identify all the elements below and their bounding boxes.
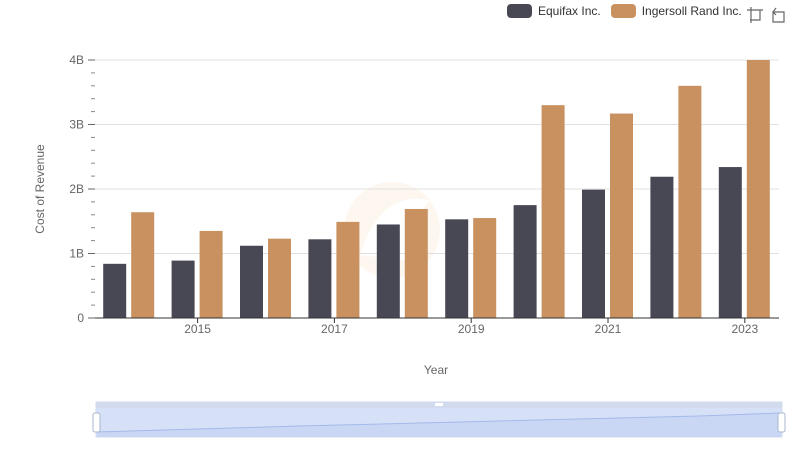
- bar-ingersoll-rand-2023[interactable]: [746, 60, 770, 318]
- x-tick-label: 2021: [595, 322, 622, 336]
- bar-ingersoll-rand-2020[interactable]: [541, 105, 565, 319]
- bar-ingersoll-rand-2015[interactable]: [199, 230, 223, 318]
- bar-equifax-2022[interactable]: [650, 176, 674, 318]
- legend-swatch-ingersoll-rand: [610, 4, 636, 18]
- bar-ingersoll-rand-2017[interactable]: [336, 221, 360, 318]
- y-tick-label: 3B: [69, 118, 84, 132]
- bar-equifax-2019[interactable]: [445, 219, 469, 318]
- data-zoom-slider[interactable]: [92, 401, 786, 438]
- x-tick-label: 2019: [458, 322, 485, 336]
- x-tick-label: 2023: [731, 322, 758, 336]
- legend-item-ingersoll-rand[interactable]: Ingersoll Rand Inc.: [610, 4, 742, 18]
- bar-ingersoll-rand-2014[interactable]: [131, 212, 155, 318]
- data-zoom-handle-left[interactable]: [92, 412, 101, 433]
- data-zoom-handle-right[interactable]: [777, 412, 786, 433]
- bar-equifax-2015[interactable]: [171, 260, 195, 318]
- data-zoom-shadow-line: [96, 412, 782, 433]
- y-tick-label: 4B: [69, 53, 84, 67]
- bar-ingersoll-rand-2021[interactable]: [610, 113, 633, 318]
- x-tick-label: 2015: [184, 322, 211, 336]
- bar-ingersoll-rand-2016[interactable]: [268, 238, 291, 318]
- data-zoom-shadow-area: [97, 413, 781, 437]
- legend-label-ingersoll-rand: Ingersoll Rand Inc.: [641, 4, 742, 18]
- y-tick-label: 2B: [69, 182, 84, 196]
- bar-equifax-2020[interactable]: [513, 205, 537, 318]
- bar-ingersoll-rand-2022[interactable]: [678, 85, 702, 318]
- bar-equifax-2016[interactable]: [240, 245, 263, 318]
- toolbox: [746, 6, 788, 24]
- bar-equifax-2017[interactable]: [308, 239, 332, 318]
- y-tick-label: 1B: [69, 247, 84, 261]
- bar-equifax-2021[interactable]: [582, 189, 605, 318]
- y-axis-title: Cost of Revenue: [33, 144, 47, 234]
- bar-equifax-2023[interactable]: [718, 167, 742, 318]
- x-axis-title: Year: [424, 363, 448, 377]
- restore-icon[interactable]: [770, 6, 788, 24]
- legend: Equifax Inc. Ingersoll Rand Inc.: [507, 4, 746, 18]
- data-zoom-move-handle[interactable]: [435, 403, 443, 406]
- legend-label-equifax: Equifax Inc.: [538, 4, 601, 18]
- zoom-icon[interactable]: [746, 6, 764, 24]
- y-tick-label: 0: [77, 311, 84, 325]
- bar-equifax-2018[interactable]: [376, 224, 400, 318]
- legend-swatch-equifax: [507, 4, 532, 18]
- x-tick-label: 2017: [321, 322, 348, 336]
- legend-item-equifax[interactable]: Equifax Inc.: [507, 4, 601, 18]
- bar-equifax-2014[interactable]: [103, 263, 127, 318]
- bar-ingersoll-rand-2018[interactable]: [404, 208, 428, 318]
- bar-ingersoll-rand-2019[interactable]: [473, 218, 497, 318]
